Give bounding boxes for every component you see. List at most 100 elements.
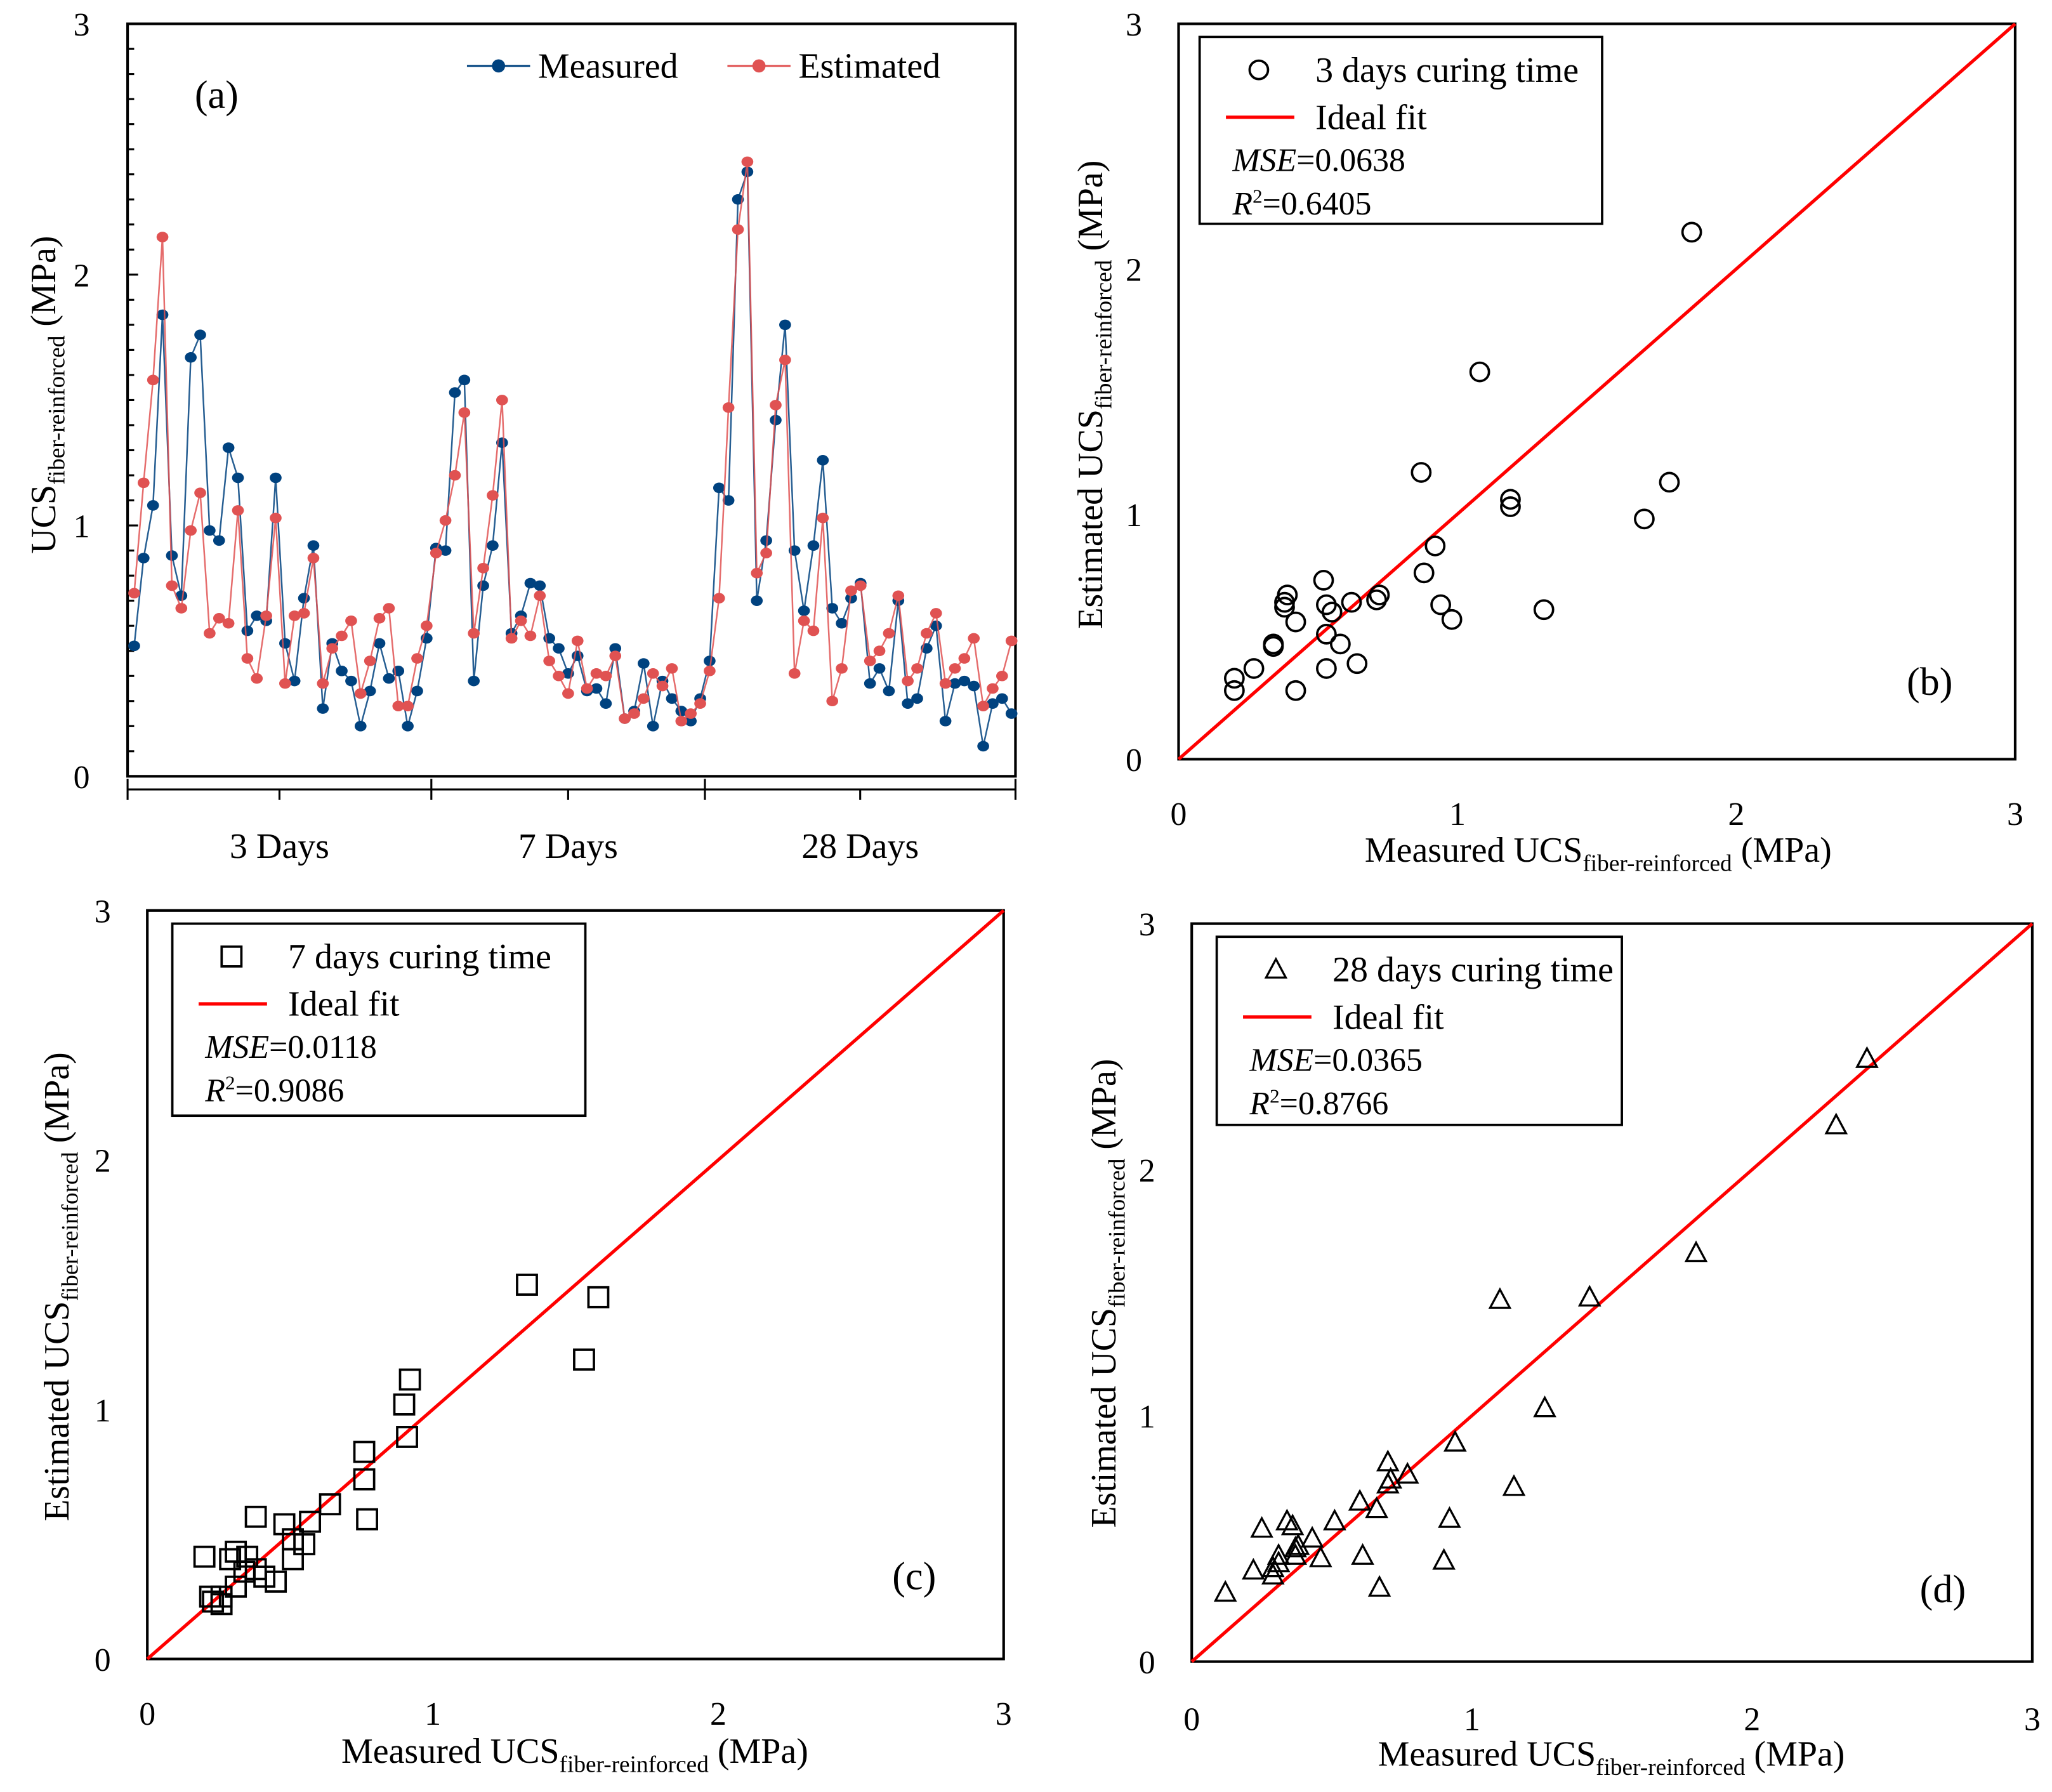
data-point-estimated <box>449 470 461 481</box>
mse-annotation: MSE=0.0365 <box>1249 1043 1422 1079</box>
data-point-square <box>244 1558 267 1581</box>
data-point-measured <box>345 675 357 687</box>
data-point-measured <box>204 525 216 536</box>
data-point-square <box>353 1440 376 1463</box>
data-point-square <box>225 1575 247 1598</box>
data-point-estimated <box>751 567 763 579</box>
data-point-circle <box>1263 633 1284 655</box>
data-point-measured <box>722 495 735 506</box>
data-point-triangle <box>1266 1550 1291 1572</box>
data-point-square <box>236 1545 259 1568</box>
x-category-label: 28 Days <box>801 827 919 866</box>
panel-label: (c) <box>892 1555 936 1598</box>
data-point-estimated <box>270 512 282 524</box>
data-point-measured <box>987 698 999 709</box>
legend-marker-circle <box>1248 59 1270 81</box>
data-point-square <box>293 1533 316 1555</box>
data-point-measured <box>958 675 971 687</box>
data-point-estimated <box>694 698 706 709</box>
data-point-triangle <box>1443 1430 1467 1452</box>
data-point-measured <box>996 693 1008 704</box>
data-point-square <box>210 1593 233 1616</box>
data-point-measured <box>232 472 244 484</box>
data-point-measured <box>798 605 810 616</box>
data-point-measured <box>751 595 763 606</box>
y-tick-label: 3 <box>1139 907 1155 943</box>
data-point-estimated <box>864 656 876 666</box>
data-point-measured <box>194 329 206 340</box>
data-point-measured <box>213 535 225 546</box>
data-point-estimated <box>354 688 367 699</box>
data-point-measured <box>336 666 348 676</box>
legend-ideal-fit-label: Ideal fit <box>288 985 400 1024</box>
data-point-measured <box>864 678 876 689</box>
data-point-measured <box>836 617 848 629</box>
data-point-estimated <box>845 585 857 596</box>
data-point-circle <box>1316 624 1337 645</box>
data-point-estimated <box>251 673 263 684</box>
data-point-circle <box>1321 602 1343 623</box>
y-tick-label: 1 <box>1126 497 1142 534</box>
data-point-triangle <box>1376 1449 1400 1472</box>
data-point-circle <box>1469 361 1490 383</box>
r2-annotation: R2=0.6405 <box>1232 185 1371 222</box>
data-point-estimated <box>836 663 848 674</box>
data-point-estimated <box>421 620 433 631</box>
data-point-estimated <box>166 580 178 591</box>
data-point-triangle <box>1280 1513 1305 1536</box>
legend-marker-measured <box>492 59 506 73</box>
data-point-estimated <box>326 643 339 654</box>
series-line-measured <box>133 171 1013 747</box>
legend-marker-triangle <box>1264 956 1288 979</box>
data-point-circle <box>1330 633 1351 655</box>
x-axis-label-unit: (MPa) <box>1745 1734 1845 1774</box>
y-axis-label-sub: fiber-reinforced <box>44 335 70 485</box>
data-point-square <box>219 1548 242 1571</box>
data-point-square <box>225 1540 247 1563</box>
data-point-estimated <box>185 525 197 536</box>
mse-annotation: MSE=0.0118 <box>204 1029 377 1065</box>
data-point-measured <box>638 658 650 669</box>
data-point-estimated <box>317 678 329 689</box>
y-axis-label-unit: (MPa) <box>1084 1059 1124 1159</box>
data-point-estimated <box>854 580 867 591</box>
data-point-estimated <box>788 668 801 679</box>
x-tick-label: 2 <box>710 1696 727 1732</box>
data-point-square <box>244 1505 267 1528</box>
data-point-measured <box>128 640 140 652</box>
data-point-estimated <box>817 512 829 524</box>
data-point-measured <box>817 455 829 466</box>
data-point-estimated <box>675 716 688 727</box>
y-axis-label: UCSfiber-reinforced (MPa) <box>24 236 70 554</box>
data-point-estimated <box>147 374 159 386</box>
data-point-measured <box>373 638 386 649</box>
data-point-triangle <box>1242 1557 1265 1580</box>
data-point-estimated <box>373 613 386 624</box>
mse-value: =0.0118 <box>269 1029 377 1065</box>
data-point-measured <box>270 472 282 484</box>
x-axis-label: Measured UCSfiber-reinforced (MPa) <box>1378 1734 1845 1781</box>
data-point-square <box>319 1493 341 1516</box>
data-point-circle <box>1533 599 1555 621</box>
data-point-triangle <box>1395 1461 1419 1484</box>
panel-label: (d) <box>1920 1568 1966 1611</box>
data-point-estimated <box>553 670 565 682</box>
data-point-circle <box>1341 591 1362 613</box>
legend-label-measured: Measured <box>538 47 678 86</box>
data-point-square <box>253 1565 276 1588</box>
data-point-square <box>587 1286 610 1308</box>
y-tick-label: 1 <box>1139 1399 1155 1435</box>
y-axis-label-sub: fiber-reinforced <box>1104 1158 1130 1308</box>
x-tick-label: 3 <box>2007 796 2023 833</box>
y-tick-label: 2 <box>74 258 90 294</box>
data-point-square <box>516 1274 538 1296</box>
legend-series-label: 28 days curing time <box>1332 951 1614 990</box>
legend-series-label: 3 days curing time <box>1315 51 1579 90</box>
data-point-estimated <box>515 615 527 626</box>
r2-superscript: 2 <box>1270 1084 1280 1107</box>
data-point-measured <box>968 680 980 692</box>
data-point-estimated <box>156 232 169 242</box>
y-tick-label: 0 <box>74 760 90 796</box>
data-point-estimated <box>656 680 669 692</box>
x-axis-label-sub: fiber-reinforced <box>560 1752 709 1778</box>
